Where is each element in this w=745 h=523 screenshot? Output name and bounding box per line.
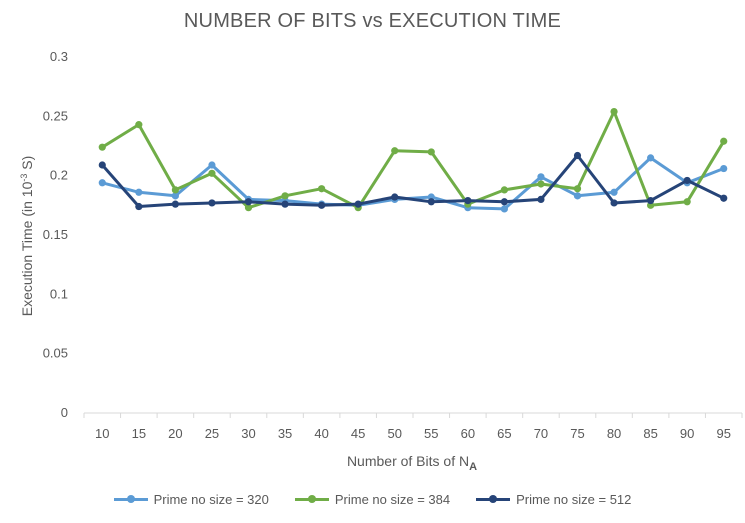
data-point: [647, 196, 655, 205]
x-tick-label: 90: [680, 426, 694, 441]
data-point: [720, 164, 728, 173]
data-point: [354, 200, 362, 208]
data-point: [647, 154, 655, 162]
series-line: [100, 110, 726, 210]
legend-swatch: [294, 494, 329, 506]
data-point: [135, 202, 143, 211]
series-layer: [98, 107, 728, 213]
x-tick-label: 15: [132, 426, 146, 441]
data-point: [720, 194, 728, 202]
data-point: [573, 192, 582, 200]
y-tick-label: 0.2: [50, 168, 68, 183]
x-tick-label: 55: [424, 426, 438, 441]
y-tick-label: 0.3: [50, 49, 68, 64]
data-point: [208, 199, 216, 207]
data-point: [281, 200, 289, 208]
y-axis-ticks: 0 0.05 0.1 0.15 0.2 0.25 0.3: [43, 49, 68, 420]
legend-item: Prime no size = 320: [113, 492, 269, 507]
data-point: [391, 193, 399, 201]
y-tick-label: 0.15: [43, 227, 68, 242]
data-point: [720, 137, 728, 145]
data-point: [610, 199, 618, 207]
data-point: [610, 188, 618, 196]
x-tick-label: 85: [643, 426, 657, 441]
series-line: [100, 154, 726, 208]
x-tick-label: 50: [387, 426, 401, 441]
data-point: [171, 200, 179, 208]
x-tick-label: 30: [241, 426, 255, 441]
y-axis-title: Execution Time (in 10-3 S): [19, 156, 35, 317]
data-point: [500, 186, 508, 194]
x-tick-label: 80: [607, 426, 621, 441]
x-tick-label: 70: [534, 426, 548, 441]
y-tick-label: 0: [61, 405, 68, 420]
data-point: [500, 205, 508, 213]
series-3: [98, 151, 728, 211]
x-tick-label: 95: [716, 426, 730, 441]
x-tick-label: 25: [205, 426, 219, 441]
data-point: [683, 198, 691, 206]
data-point: [171, 186, 179, 194]
data-point: [208, 169, 216, 177]
legend-label: Prime no size = 384: [334, 492, 451, 507]
data-point: [573, 185, 582, 193]
data-point: [98, 179, 106, 187]
x-tick-label: 75: [570, 426, 584, 441]
data-point: [318, 201, 326, 209]
data-point: [98, 143, 106, 151]
data-point: [537, 173, 545, 181]
y-tick-label: 0.1: [50, 286, 68, 301]
data-point: [171, 192, 179, 200]
legend-label: Prime no size = 512: [516, 492, 632, 507]
x-tick-label: 35: [278, 426, 292, 441]
legend-label: Prime no size = 320: [153, 492, 269, 507]
x-axis-title: Number of Bits of NA: [347, 453, 477, 473]
data-point: [500, 198, 508, 206]
data-point: [427, 148, 435, 156]
series-2: [98, 107, 728, 212]
chart-title: NUMBER OF BITS vs EXECUTION TIME: [183, 10, 562, 32]
data-point: [573, 151, 582, 160]
data-point: [427, 198, 435, 206]
data-point: [464, 196, 472, 205]
x-tick-label: 20: [168, 426, 182, 441]
legend-swatch: [476, 494, 511, 506]
data-point: [318, 185, 326, 193]
data-point: [610, 107, 618, 116]
data-point: [244, 204, 253, 212]
x-tick-label: 65: [497, 426, 511, 441]
x-tick-label: 40: [314, 426, 328, 441]
x-tick-label: 60: [461, 426, 475, 441]
x-tick-label: 10: [95, 426, 109, 441]
data-point: [98, 161, 106, 169]
legend-item: Prime no size = 512: [476, 492, 631, 507]
data-point: [244, 198, 253, 206]
data-point: [391, 147, 399, 155]
x-axis: 10 15 20 25 30 35 40 45 50 55 60 65 70 75 80 85 90 95: [83, 412, 743, 441]
data-point: [537, 180, 545, 188]
legend-item: Prime no size = 384: [294, 492, 451, 507]
legend: Prime no size = 320 Prime no size = 384 Pr…: [0, 492, 745, 507]
data-point: [135, 188, 143, 196]
data-point: [135, 121, 143, 129]
data-point: [281, 192, 289, 200]
y-tick-label: 0.05: [43, 346, 68, 361]
legend-swatch: [113, 494, 148, 506]
data-point: [683, 176, 691, 185]
x-tick-label: 45: [351, 426, 365, 441]
y-tick-label: 0.25: [43, 108, 68, 123]
data-point: [208, 161, 216, 169]
data-point: [537, 195, 545, 203]
